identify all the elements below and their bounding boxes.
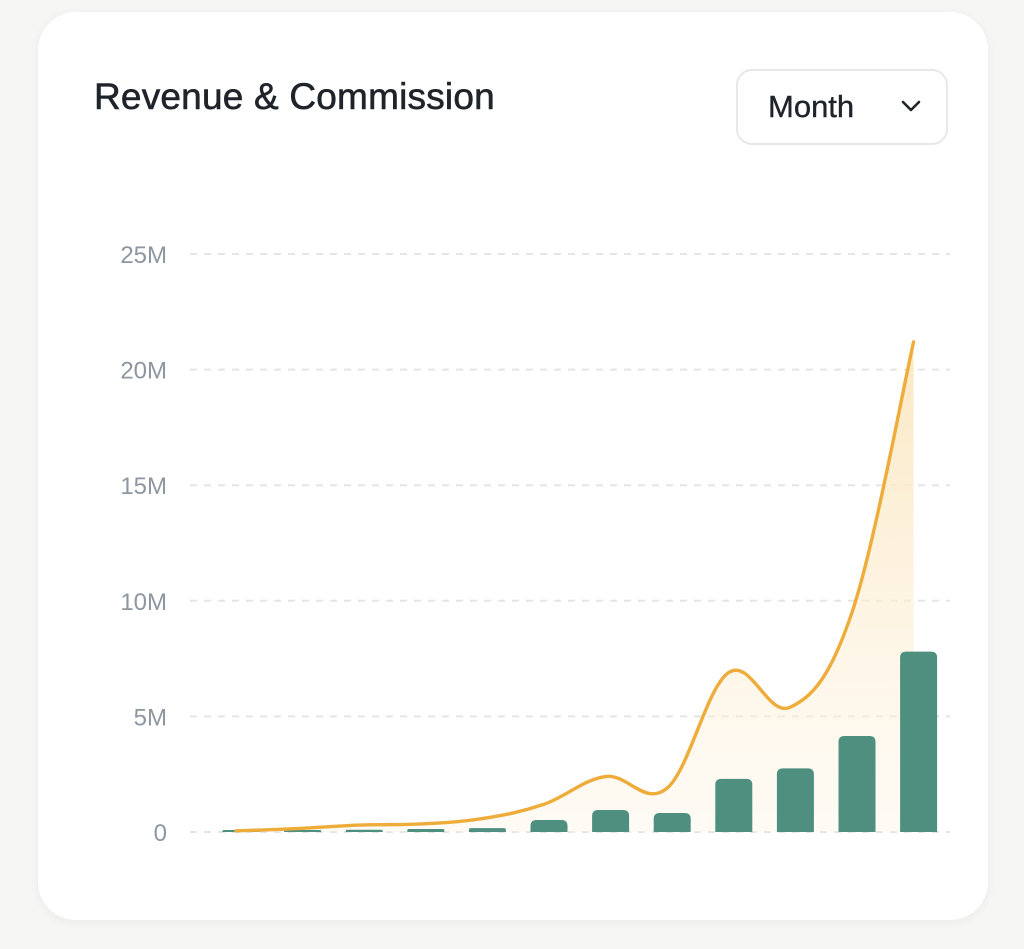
y-tick-label: 5M (134, 704, 167, 731)
line-series-area (236, 341, 914, 832)
series-line (234, 340, 916, 833)
bar (838, 736, 876, 832)
y-tick-label: 20M (120, 358, 167, 385)
bar (468, 828, 506, 832)
y-tick-label: 15M (120, 473, 167, 500)
bar (900, 651, 938, 832)
period-select[interactable]: Month (736, 69, 948, 145)
period-select-value: Month (768, 89, 855, 124)
bar (715, 778, 753, 832)
bar (776, 768, 814, 832)
bar (407, 828, 445, 832)
y-tick-label: 10M (120, 589, 167, 616)
y-tick-label: 0 (154, 820, 167, 847)
chevron-down-icon (901, 100, 921, 112)
area-fill (236, 341, 914, 832)
y-tick-label: 25M (120, 242, 167, 269)
chart-title: Revenue & Commission (94, 76, 495, 118)
bar (592, 810, 630, 832)
line-series (234, 340, 916, 833)
y-axis-ticks: 0 5M 10M 15M 20M 25M (120, 242, 167, 847)
bar (653, 813, 691, 832)
revenue-commission-card: Revenue & Commission Month (38, 12, 988, 920)
bar-series (222, 651, 938, 832)
bar (284, 830, 322, 832)
bar (530, 819, 568, 832)
bar (345, 829, 383, 832)
